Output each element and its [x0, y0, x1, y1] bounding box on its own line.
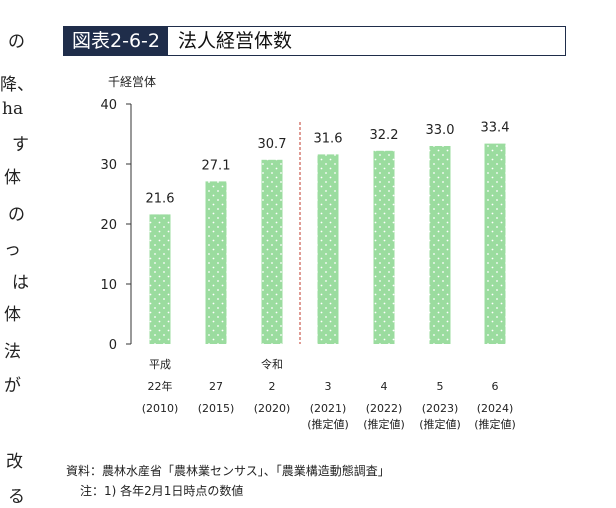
x-category-label: (2020) [254, 402, 291, 415]
y-axis-unit-label: 千経営体 [108, 75, 156, 89]
y-tick-label: 0 [109, 338, 117, 353]
x-category-label: (推定値) [419, 417, 461, 431]
bar-value-label: 32.2 [370, 128, 399, 143]
figure-label: 図表2-6-2 [64, 27, 168, 55]
bar-value-label: 31.6 [314, 131, 343, 146]
x-category-label: 2 [269, 380, 276, 393]
bar-value-label: 21.6 [146, 191, 175, 206]
bar-value-label: 30.7 [258, 137, 287, 152]
x-category-label: 27 [209, 380, 223, 393]
bar [317, 154, 339, 344]
y-tick-label: 40 [100, 98, 117, 113]
bar [484, 143, 506, 344]
x-category-label: (2022) [366, 402, 403, 415]
x-category-label: 3 [325, 380, 332, 393]
x-category-label: 6 [492, 380, 499, 393]
x-category-label: (2015) [198, 402, 235, 415]
bar [149, 214, 171, 344]
body-text-fragment: の [8, 32, 25, 52]
bar [261, 159, 283, 344]
bar-value-label: 33.4 [481, 121, 510, 136]
body-text-fragment: 法 [4, 342, 21, 362]
footnote: 注：1) 各年2月1日時点の数値 [80, 484, 244, 498]
x-category-label: (2021) [310, 402, 347, 415]
body-text-fragment: ha [2, 99, 24, 119]
x-category-label: (推定値) [363, 417, 405, 431]
x-category-label: 5 [437, 380, 444, 393]
figure-title: 法人経営体数 [178, 30, 293, 52]
x-category-label: 令和 [261, 357, 283, 371]
x-category-label: (推定値) [474, 417, 516, 431]
x-category-label: 22年 [148, 379, 173, 393]
bar-value-label: 33.0 [426, 123, 455, 138]
body-text-fragment: は [12, 273, 29, 293]
x-category-label: (2023) [422, 402, 459, 415]
bar [429, 146, 451, 344]
body-text-fragment: 体 [4, 305, 21, 325]
body-text-fragment: 改 [6, 452, 23, 472]
body-text-fragment: る [8, 487, 25, 507]
body-text-fragment: の [8, 205, 25, 225]
figure-notes: 資料：農林水産省「農林業センサス」、「農業構造動態調査」 注：1) 各年2月1日… [66, 461, 390, 501]
x-category-label: 4 [381, 380, 388, 393]
body-text-fragment: っ [4, 240, 21, 260]
body-text-fragments: の降、 ha す体のっは体法が改る [0, 0, 48, 508]
bar-value-label: 27.1 [202, 158, 231, 173]
source-note: 資料：農林水産省「農林業センサス」、「農業構造動態調査」 [66, 464, 390, 478]
figure-header: 図表2-6-2 法人経営体数 [63, 26, 566, 56]
y-tick-label: 30 [100, 158, 117, 173]
bar [205, 181, 227, 344]
body-text-fragment: 体 [4, 168, 21, 188]
body-text-fragment: 降、 [0, 75, 34, 95]
y-tick-label: 20 [100, 218, 117, 233]
x-category-label: (推定値) [307, 417, 349, 431]
x-category-label: (2010) [142, 402, 179, 415]
body-text-fragment: す [12, 135, 29, 155]
y-tick-label: 10 [100, 278, 117, 293]
x-category-label: 平成 [149, 358, 171, 371]
x-category-label: (2024) [477, 402, 514, 415]
bar [373, 150, 395, 344]
body-text-fragment: が [4, 376, 21, 396]
